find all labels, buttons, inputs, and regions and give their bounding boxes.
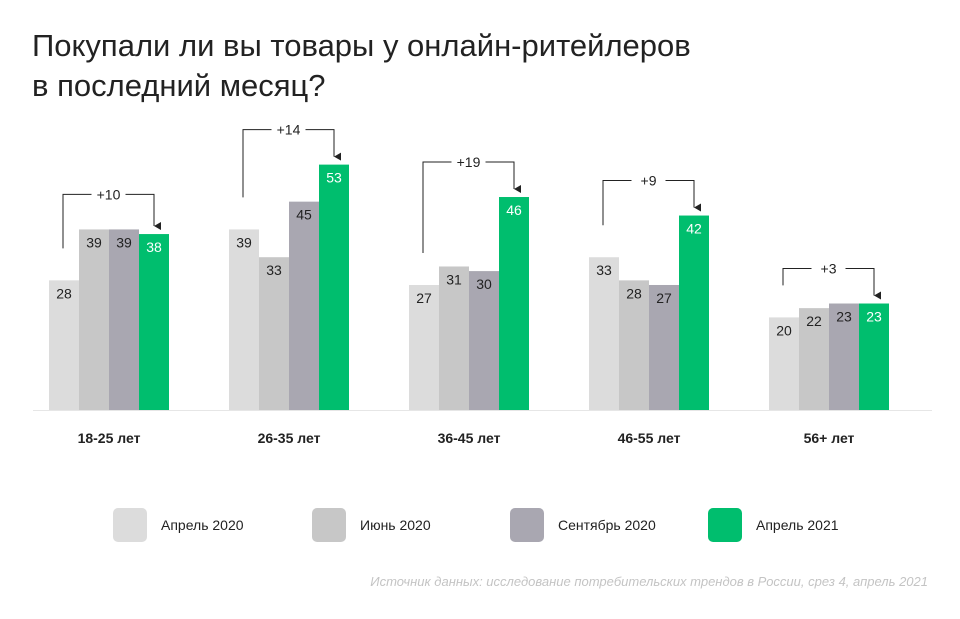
bar <box>439 266 469 410</box>
data-label: 22 <box>806 313 822 329</box>
change-bracket-left <box>422 161 452 253</box>
data-label: 23 <box>866 309 882 325</box>
change-bracket-left <box>782 268 812 286</box>
change-label: +3 <box>821 261 837 277</box>
data-label: 39 <box>86 234 102 250</box>
bar <box>799 308 829 410</box>
bar <box>319 164 349 410</box>
legend-label-june-2020: Июнь 2020 <box>360 517 431 533</box>
legend-label-april-2021: Апрель 2021 <box>756 517 839 533</box>
bar <box>139 234 169 410</box>
change-bracket-right-arrow <box>665 180 701 212</box>
change-bracket-left <box>242 129 272 198</box>
legend-label-september-2020: Сентябрь 2020 <box>558 517 656 533</box>
data-label: 30 <box>476 276 492 292</box>
bar <box>679 215 709 410</box>
legend-item-april-2021: Апрель 2021 <box>708 508 839 542</box>
change-bracket-right-arrow <box>125 193 161 231</box>
legend-item-june-2020: Июнь 2020 <box>312 508 431 542</box>
data-label: 45 <box>296 207 312 223</box>
change-label: +19 <box>457 154 481 170</box>
data-label: 23 <box>836 309 852 325</box>
change-label: +14 <box>277 122 301 138</box>
chart-title-line-1: Покупали ли вы товары у онлайн-ритейлеро… <box>32 28 691 63</box>
legend: Апрель 2020 Июнь 2020 Сентябрь 2020 Апре… <box>0 508 960 542</box>
data-label: 33 <box>596 262 612 278</box>
change-bracket-right-arrow <box>845 268 881 300</box>
data-label: 28 <box>56 285 72 301</box>
data-label: 38 <box>146 239 162 255</box>
data-label: 27 <box>656 290 672 306</box>
source-note: Источник данных: исследование потребител… <box>370 574 928 589</box>
change-bracket-right-arrow <box>305 129 341 161</box>
data-label: 27 <box>416 290 432 306</box>
data-label: 20 <box>776 322 792 338</box>
legend-item-april-2020: Апрель 2020 <box>113 508 244 542</box>
bar <box>769 317 799 410</box>
legend-swatch-april-2021 <box>708 508 742 542</box>
data-label: 53 <box>326 170 342 186</box>
bar <box>79 229 109 410</box>
category-label: 46-55 лет <box>618 430 681 446</box>
data-label: 28 <box>626 285 642 301</box>
bar <box>229 229 259 410</box>
data-label: 42 <box>686 221 702 237</box>
legend-label-april-2020: Апрель 2020 <box>161 517 244 533</box>
legend-item-september-2020: Сентябрь 2020 <box>510 508 656 542</box>
legend-swatch-june-2020 <box>312 508 346 542</box>
change-label: +10 <box>97 186 121 202</box>
chart-title-line-2: в последний месяц? <box>32 68 326 103</box>
bar <box>859 303 889 410</box>
bar <box>49 280 79 410</box>
change-bracket-left <box>602 180 632 226</box>
bar <box>259 257 289 410</box>
data-label: 46 <box>506 202 522 218</box>
bar <box>649 284 679 410</box>
category-label: 26-35 лет <box>258 430 321 446</box>
bar <box>829 303 859 410</box>
data-label: 39 <box>116 234 132 250</box>
change-label: +9 <box>641 173 657 189</box>
chart-title: Покупали ли вы товары у онлайн-ритейлеро… <box>32 26 832 106</box>
category-label: 36-45 лет <box>438 430 501 446</box>
data-label: 31 <box>446 271 462 287</box>
data-label: 33 <box>266 262 282 278</box>
legend-swatch-september-2020 <box>510 508 544 542</box>
legend-swatch-april-2020 <box>113 508 147 542</box>
data-label: 39 <box>236 234 252 250</box>
bar <box>499 197 529 410</box>
change-bracket-left <box>62 193 92 249</box>
bar <box>589 257 619 410</box>
bar <box>469 271 499 410</box>
bar <box>289 201 319 410</box>
change-bracket-right-arrow <box>485 161 521 194</box>
bar <box>409 284 439 410</box>
bar <box>109 229 139 410</box>
bar <box>619 280 649 410</box>
bar-chart: 28 39 39 38 +10 18-25 лет 39 33 45 53 +14 26-35 лет… <box>33 122 932 446</box>
category-label: 56+ лет <box>804 430 855 446</box>
category-label: 18-25 лет <box>78 430 141 446</box>
